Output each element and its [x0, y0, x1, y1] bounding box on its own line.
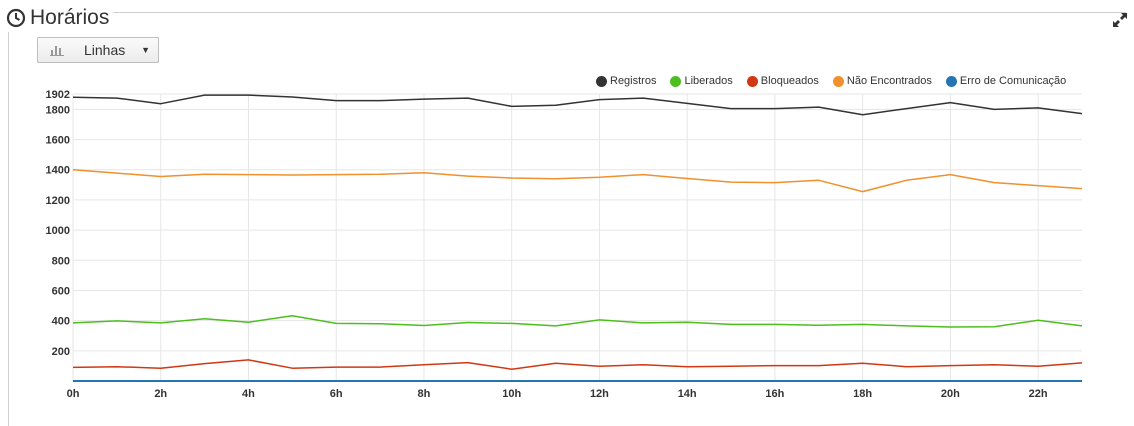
y-tick-label: 800: [52, 255, 70, 267]
expand-icon[interactable]: [1110, 10, 1130, 30]
y-tick-label: 600: [52, 285, 70, 297]
legend-dot: [746, 75, 758, 87]
x-tick-label: 22h: [1029, 388, 1048, 400]
series-line-liberados: [72, 315, 1083, 328]
chevron-down-icon: ▼: [141, 45, 150, 55]
legend-item-liberados[interactable]: Liberados: [670, 75, 733, 87]
x-tick-label: 16h: [765, 388, 784, 400]
panel-border-top: [8, 12, 1126, 13]
x-tick-label: 8h: [418, 388, 431, 400]
y-tick-label: 200: [52, 346, 70, 358]
legend-label: Registros: [610, 75, 657, 87]
legend-label: Bloqueados: [760, 75, 819, 87]
y-tick-label: 1400: [46, 165, 70, 177]
legend-dot: [596, 75, 607, 87]
legend-label: Erro de Comunicação: [959, 75, 1067, 87]
x-tick-label: 20h: [941, 388, 960, 400]
chart-type-select[interactable]: Linhas ▼: [37, 37, 159, 63]
y-tick-label: 1600: [46, 135, 70, 147]
x-tick-label: 2h: [154, 388, 167, 400]
legend-item-erro-de-comunicacao[interactable]: Erro de Comunicação: [945, 75, 1067, 87]
y-tick-label: 1800: [46, 104, 70, 116]
y-tick-label: 1200: [46, 195, 70, 207]
x-tick-label: 12h: [590, 388, 609, 400]
legend-label: Não Encontrados: [846, 75, 932, 87]
legend-item-bloqueados[interactable]: Bloqueados: [746, 75, 819, 87]
x-tick-label: 4h: [242, 388, 255, 400]
legend-dot: [832, 75, 844, 87]
y-tick-label: 1000: [46, 225, 70, 237]
x-tick-label: 14h: [678, 388, 697, 400]
bar-chart-icon: [50, 46, 64, 56]
legend-item-registros[interactable]: Registros: [596, 75, 656, 87]
y-tick-label: 1902: [46, 89, 70, 101]
legend-dot: [670, 75, 682, 87]
chart-legend: Registros Liberados Bloqueados Não Encon…: [596, 75, 1066, 87]
y-tick-label: 400: [52, 316, 70, 328]
x-tick-label: 6h: [330, 388, 343, 400]
chart-type-label: Linhas: [84, 42, 126, 58]
series-line-nao-encontrados: [72, 168, 1083, 193]
panel-header: Horários: [2, 4, 114, 32]
clock-icon: [6, 8, 26, 28]
x-tick-label: 18h: [853, 388, 872, 400]
x-tick-label: 10h: [502, 388, 521, 400]
x-tick-label: 0h: [67, 388, 80, 400]
legend-dot: [945, 75, 957, 87]
panel-border: [8, 12, 9, 426]
series-line-registros: [72, 94, 1083, 116]
legend-item-nao-encontrados[interactable]: Não Encontrados: [832, 75, 932, 87]
legend-label: Liberados: [684, 75, 733, 87]
panel-title: Horários: [30, 6, 110, 29]
series-line-bloqueados: [72, 359, 1083, 370]
